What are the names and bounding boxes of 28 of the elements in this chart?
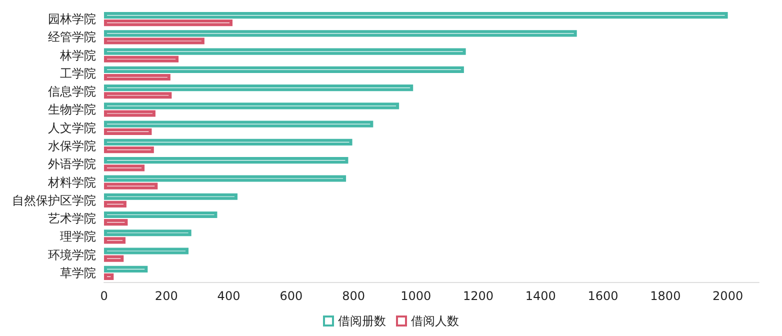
x-tick-label: 600 [280,289,303,303]
legend-label: 借阅人数 [411,314,459,328]
y-tick-label: 外语学院 [48,157,96,172]
y-tick-label: 艺术学院 [48,212,96,226]
y-tick-label: 水保学院 [48,139,96,153]
x-tick-label: 1200 [463,289,494,303]
x-tick-label: 0 [100,289,108,303]
x-tick-label: 1000 [400,289,432,303]
y-tick-label: 环境学院 [48,248,96,262]
y-tick-label: 生物学院 [48,102,96,117]
x-tick-label: 1800 [650,289,681,303]
y-tick-label: 自然保护区学院 [12,193,96,208]
y-tick-label: 工学院 [60,66,96,80]
x-tick-label: 400 [217,289,240,303]
y-tick-label: 理学院 [60,230,96,244]
y-tick-label: 经管学院 [48,30,96,44]
y-tick-label: 园林学院 [48,12,96,26]
y-tick-label: 信息学院 [48,84,96,99]
y-tick-label: 草学院 [60,266,96,280]
x-tick-label: 1600 [588,289,618,303]
y-tick-label: 人文学院 [48,120,96,135]
x-tick-label: 2000 [712,289,744,303]
legend-label: 借阅册数 [338,314,386,328]
y-tick-label: 林学院 [59,48,96,62]
x-tick-label: 200 [154,289,178,303]
x-tick-label: 800 [342,289,365,303]
y-tick-label: 材料学院 [47,175,96,190]
x-tick-label: 1400 [525,289,556,303]
